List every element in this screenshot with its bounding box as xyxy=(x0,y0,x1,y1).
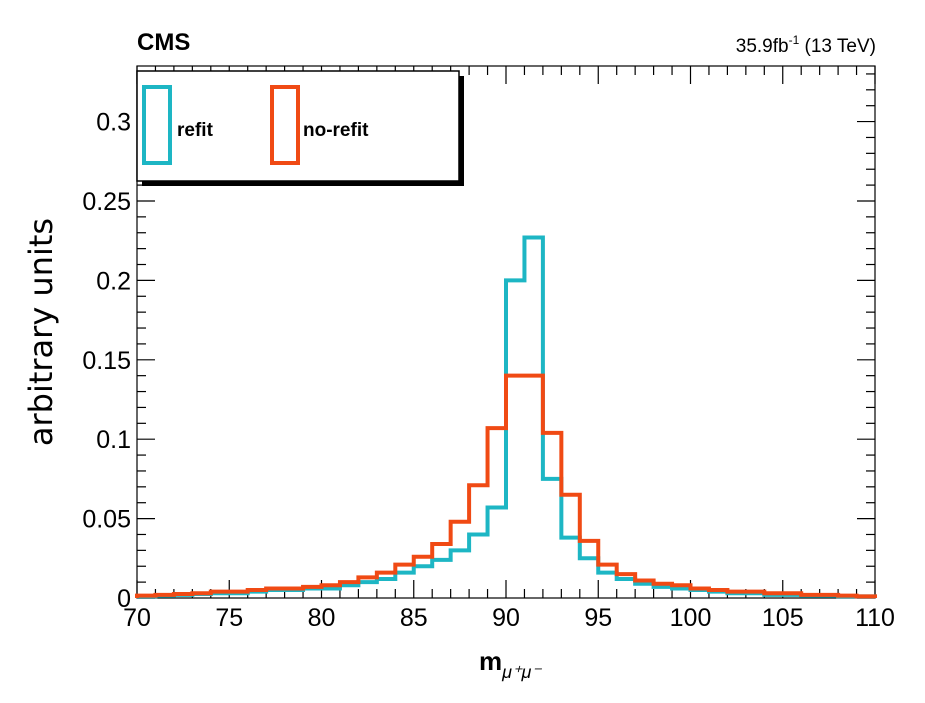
y-tick-label: 0 xyxy=(117,585,131,613)
x-tick-label: 110 xyxy=(855,604,895,632)
x-tick-label: 90 xyxy=(492,604,520,632)
experiment-label: CMS xyxy=(137,29,190,56)
x-tick-label: 80 xyxy=(308,604,336,632)
x-axis-label-subscript: μ⁺μ⁻ xyxy=(501,662,542,682)
x-tick-label: 75 xyxy=(215,604,243,632)
legend-label-refit: refit xyxy=(177,120,214,141)
energy-label: (13 TeV) xyxy=(799,36,876,57)
x-tick-label: 85 xyxy=(400,604,428,632)
y-tick-labels: 0 0.05 0.1 0.15 0.2 0.25 0.3 xyxy=(82,109,131,613)
legend: refit no-refit xyxy=(136,70,464,186)
series-line-no-refit xyxy=(135,373,877,599)
y-tick-label: 0.15 xyxy=(82,347,131,375)
x-tick-label: 95 xyxy=(584,604,612,632)
x-tick-labels: 70 75 80 85 90 95 100 105 110 xyxy=(123,604,895,632)
x-tick-label: 100 xyxy=(670,604,712,632)
y-tick-label: 0.25 xyxy=(82,188,131,216)
x-tick-label: 105 xyxy=(762,604,804,632)
y-tick-label: 0.2 xyxy=(96,267,131,295)
y-tick-label: 0.05 xyxy=(82,506,131,534)
x-tick-label: 70 xyxy=(123,604,151,632)
luminosity-exponent: -1 xyxy=(789,33,800,47)
x-axis-label-main: m xyxy=(479,646,502,676)
luminosity-label: 35.9fb-1 (13 TeV) xyxy=(736,33,876,57)
y-tick-label: 0.1 xyxy=(96,426,131,454)
histogram-series xyxy=(135,235,877,599)
luminosity-value: 35.9fb xyxy=(736,36,789,57)
legend-swatch-no-refit xyxy=(270,85,300,165)
x-axis-label: mμ⁺μ⁻ xyxy=(479,646,542,682)
y-axis-label: arbitrary units xyxy=(22,218,60,446)
legend-swatch-refit xyxy=(142,85,172,165)
legend-label-no-refit: no-refit xyxy=(303,120,369,141)
y-tick-label: 0.3 xyxy=(96,109,131,137)
